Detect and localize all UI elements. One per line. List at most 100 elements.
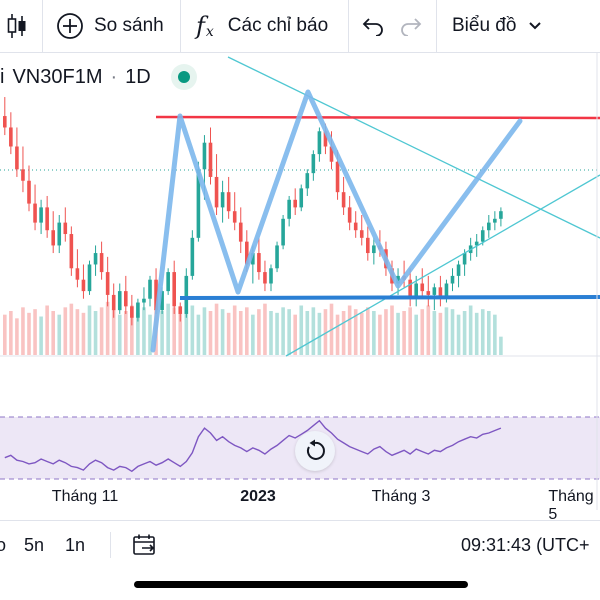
volume-bar [347,305,352,355]
volume-bar [208,311,213,355]
candle-body [154,279,158,311]
undo-icon [360,16,386,36]
candle-body [202,142,207,170]
candle-body [426,291,431,295]
volume-bar [353,309,358,355]
volume-bar [341,311,346,355]
volume-bar [184,309,189,355]
volume-bar [305,311,310,355]
volume-bar [474,312,479,355]
volume-bar [111,309,116,355]
date-range-button[interactable] [132,521,158,569]
volume-bar [87,305,92,355]
candle-body [63,222,68,235]
volume-bar [178,312,183,355]
candle-body [226,192,231,212]
status-dot-icon [177,71,190,83]
volume-bar [263,303,267,355]
candle-body [269,268,273,284]
volume-bar [396,312,400,355]
volume-bar [299,305,304,355]
ascending-trendline [285,174,600,357]
volume-bar [27,312,31,355]
chevron-down-icon [528,21,542,31]
candle-body [317,131,322,155]
candle-body [311,154,316,174]
candle-body [238,222,243,242]
volume-bar [493,314,497,355]
volume-bar [414,314,418,355]
candle-body [287,199,291,219]
volume-bar [402,311,406,355]
volume-bar [202,307,207,355]
volume-bar [311,307,316,355]
redo-button[interactable] [398,0,424,52]
clock-timezone[interactable]: 09:31:43 (UTC+ [461,534,590,555]
candle-body [105,272,110,295]
candle-body [257,253,261,273]
redo-icon [398,16,424,36]
chart-pane[interactable] [0,52,600,510]
candle-body [347,207,352,223]
volume-bar [281,307,285,355]
volume-bar [499,336,503,355]
candle-body [81,279,86,292]
candlestick-icon[interactable] [4,0,30,52]
candle-body [450,275,455,284]
candle-body [178,306,183,314]
volume-bar [226,312,231,355]
candle-body [359,230,364,238]
volume-bar [124,311,128,355]
volume-bar [323,309,328,355]
candle-body [117,291,122,311]
candle-body [111,294,116,311]
volume-bar [75,309,80,355]
candle-body [124,291,128,307]
candle-body [93,253,98,265]
volume-bar [287,309,291,355]
volume-bar [105,301,110,355]
candle-body [444,283,449,299]
reset-chart-button[interactable] [295,431,335,471]
candle-body [57,222,62,246]
volume-bar [408,307,412,355]
range-button-partial[interactable]: o [0,534,7,555]
volume-bar [130,305,134,355]
candle-body [263,272,267,284]
volume-bar [420,309,425,355]
candle-body [372,245,376,254]
volume-bar [21,307,25,355]
volume-bar [232,305,237,355]
symbol-legend[interactable]: i VN30F1M · 1D [0,64,197,90]
chart-type-button[interactable]: Biểu đồ [452,0,542,52]
volume-bar [51,311,55,355]
undo-button[interactable] [360,0,386,52]
home-indicator [134,581,468,588]
volume-bar [148,314,152,355]
volume-bar [172,307,176,355]
candle-body [305,173,310,189]
candle-body [299,188,304,208]
time-axis-label: Tháng 3 [371,488,431,505]
compare-button[interactable]: So sánh [56,0,164,52]
candle-body [251,253,255,265]
candle-body [456,264,461,276]
volume-bar [359,312,364,355]
candle-body [45,207,49,231]
reset-icon [303,439,327,463]
plus-circle-icon [56,12,84,40]
price-chart-canvas[interactable] [0,52,600,510]
range-button-1n[interactable]: 1n [65,534,86,555]
chart-type-label: Biểu đồ [452,15,517,36]
volume-bar [93,311,98,355]
candle-body [69,234,74,269]
volume-bar [99,307,104,355]
range-button-5n[interactable]: 5n [24,534,45,555]
symbol-prefix: i [0,65,5,88]
volume-bar [438,312,443,355]
volume-bar [317,312,322,355]
candle-body [432,287,437,295]
w-pattern-drawing [150,89,523,353]
